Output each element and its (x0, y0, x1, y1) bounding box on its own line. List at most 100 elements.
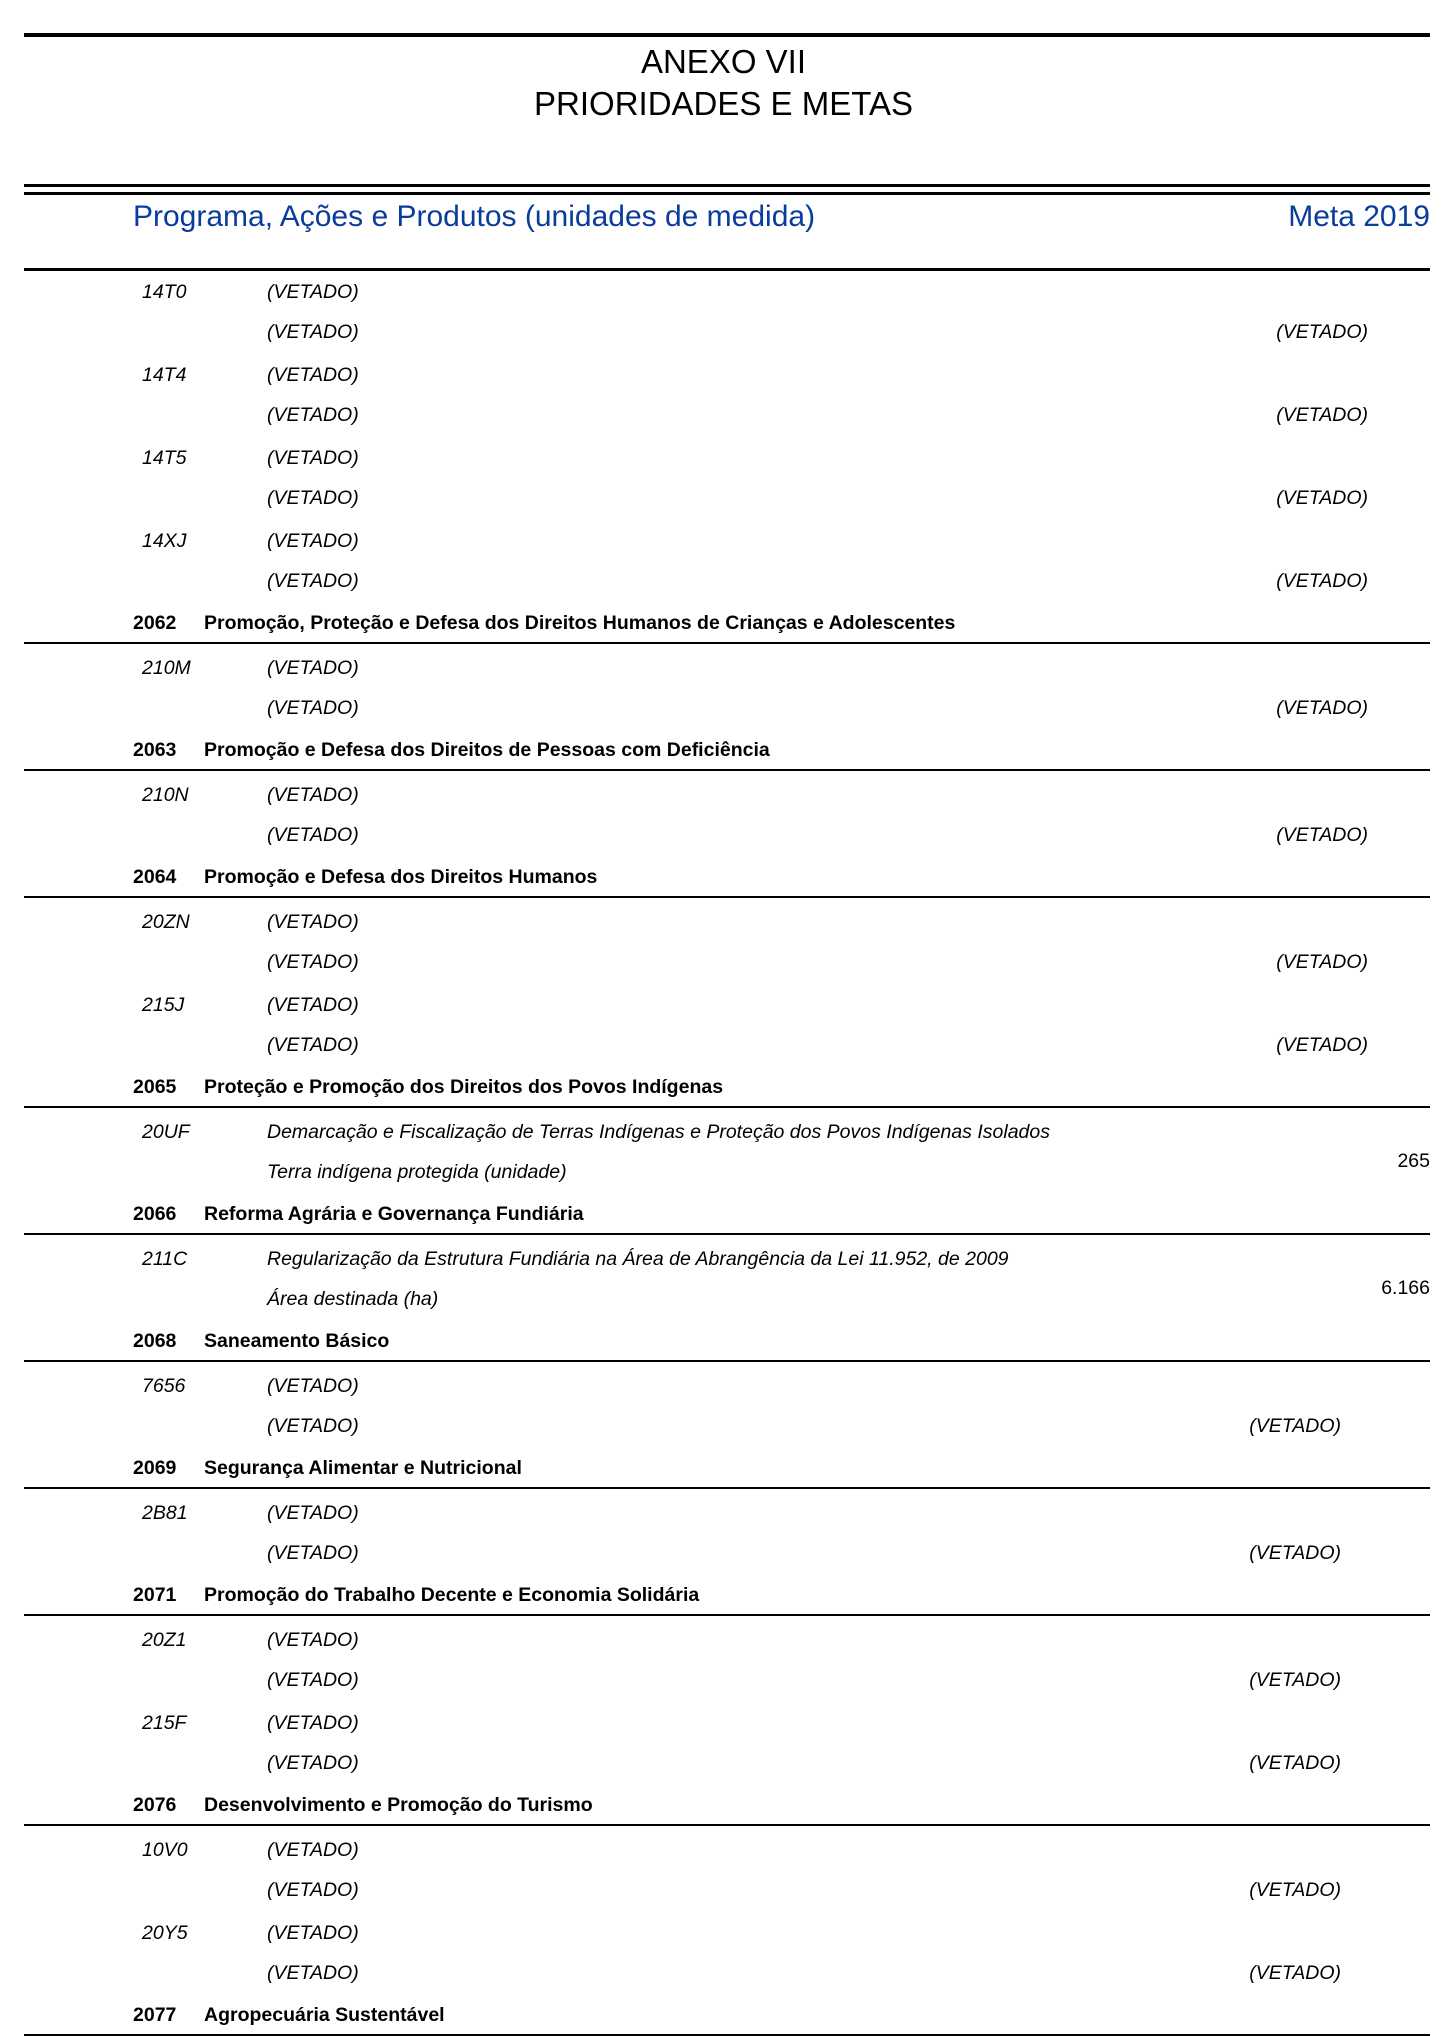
meta-value: (VETADO) (1276, 697, 1368, 719)
action-row: 14XJ (VETADO) (VETADO) (VETADO) (24, 521, 1430, 604)
meta-value: (VETADO) (1276, 1034, 1368, 1056)
product-unit: (VETADO) (267, 404, 359, 426)
product-unit: (VETADO) (267, 570, 359, 592)
meta-value: (VETADO) (1276, 487, 1368, 509)
priorities-list: 14T0 (VETADO) (VETADO) (VETADO) 14T4 (VETADO)… (24, 272, 1430, 2036)
program-name: Desenvolvimento e Promoção do Turismo (204, 1794, 593, 1816)
meta-value: (VETADO) (1249, 1879, 1341, 1901)
product-unit: Terra indígena protegida (unidade) (267, 1161, 567, 1183)
action-group: 20ZN (VETADO) (VETADO) (VETADO) 215J (VETADO)… (24, 898, 1430, 1068)
action-group: 211C Regularização da Estrutura Fundiária… (24, 1235, 1430, 1322)
action-row: 20UF Demarcação e Fiscalização de Terras … (24, 1112, 1430, 1195)
action-title: Demarcação e Fiscalização de Terras Indí… (267, 1121, 1050, 1143)
product-unit: (VETADO) (267, 697, 359, 719)
meta-value: (VETADO) (1276, 570, 1368, 592)
program-name: Reforma Agrária e Governança Fundiária (204, 1203, 584, 1225)
product-unit: (VETADO) (267, 1879, 359, 1901)
column-header: Programa, Ações e Produtos (unidades de … (133, 200, 1430, 240)
program-code: 2076 (133, 1794, 177, 1816)
program-header: 2066 Reforma Agrária e Governança Fundiár… (24, 1195, 1430, 1235)
action-code: 215F (142, 1712, 187, 1734)
program-code: 2063 (133, 739, 177, 761)
program-name: Promoção e Defesa dos Direitos Humanos (204, 866, 598, 888)
product-unit: (VETADO) (267, 1669, 359, 1691)
action-row: 7656 (VETADO) (VETADO) (VETADO) (24, 1366, 1430, 1449)
program-header: 2068 Saneamento Básico (24, 1322, 1430, 1362)
action-row: 210N (VETADO) (VETADO) (VETADO) (24, 775, 1430, 858)
meta-value: (VETADO) (1276, 824, 1368, 846)
meta-value: (VETADO) (1276, 321, 1368, 343)
meta-value: (VETADO) (1276, 404, 1368, 426)
program-code: 2071 (133, 1584, 177, 1606)
action-title: (VETADO) (267, 1629, 359, 1651)
column-meta-label: Meta 2019 (1288, 200, 1430, 233)
product-unit: (VETADO) (267, 951, 359, 973)
product-unit: (VETADO) (267, 1415, 359, 1437)
action-code: 215J (142, 994, 185, 1016)
action-row: 20Z1 (VETADO) (VETADO) (VETADO) (24, 1620, 1430, 1703)
action-title: (VETADO) (267, 911, 359, 933)
header-rule-bottom (24, 192, 1430, 195)
action-title: (VETADO) (267, 1712, 359, 1734)
action-title: (VETADO) (267, 281, 359, 303)
action-code: 2B81 (142, 1502, 188, 1524)
action-title: (VETADO) (267, 1375, 359, 1397)
action-code: 20Z1 (142, 1629, 187, 1651)
program-code: 2069 (133, 1457, 177, 1479)
action-code: 210N (142, 784, 189, 806)
action-group: 20Z1 (VETADO) (VETADO) (VETADO) 215F (VETADO)… (24, 1616, 1430, 1786)
action-row: 210M (VETADO) (VETADO) (VETADO) (24, 648, 1430, 731)
action-title: (VETADO) (267, 530, 359, 552)
action-title: (VETADO) (267, 784, 359, 806)
action-code: 14XJ (142, 530, 187, 552)
program-code: 2062 (133, 612, 177, 634)
action-title: Regularização da Estrutura Fundiária na … (267, 1248, 1009, 1270)
program-name: Proteção e Promoção dos Direitos dos Pov… (204, 1076, 724, 1098)
action-code: 20ZN (142, 911, 190, 933)
action-row: 2B81 (VETADO) (VETADO) (VETADO) (24, 1493, 1430, 1576)
meta-value: (VETADO) (1249, 1752, 1341, 1774)
action-group: 20UF Demarcação e Fiscalização de Terras … (24, 1108, 1430, 1195)
program-name: Promoção, Proteção e Defesa dos Direitos… (204, 612, 956, 634)
action-title: (VETADO) (267, 1502, 359, 1524)
action-title: (VETADO) (267, 364, 359, 386)
action-title: (VETADO) (267, 1839, 359, 1861)
product-unit: (VETADO) (267, 1034, 359, 1056)
action-row: 20ZN (VETADO) (VETADO) (VETADO) (24, 902, 1430, 985)
action-row: 10V0 (VETADO) (VETADO) (VETADO) (24, 1830, 1430, 1913)
action-row: 20Y5 (VETADO) (VETADO) (VETADO) (24, 1913, 1430, 1996)
column-program-label: Programa, Ações e Produtos (unidades de … (133, 200, 816, 233)
program-header: 2076 Desenvolvimento e Promoção do Turism… (24, 1786, 1430, 1826)
action-group: 10V0 (VETADO) (VETADO) (VETADO) 20Y5 (VETADO)… (24, 1826, 1430, 1996)
product-unit: (VETADO) (267, 487, 359, 509)
program-code: 2065 (133, 1076, 177, 1098)
action-title: (VETADO) (267, 1922, 359, 1944)
action-row: 14T0 (VETADO) (VETADO) (VETADO) (24, 272, 1430, 355)
program-code: 2077 (133, 2004, 177, 2026)
program-name: Agropecuária Sustentável (204, 2004, 445, 2026)
header-rule-top (24, 184, 1430, 187)
meta-value: (VETADO) (1249, 1962, 1341, 1984)
action-code: 20Y5 (142, 1922, 188, 1944)
program-header: 2071 Promoção do Trabalho Decente e Econo… (24, 1576, 1430, 1616)
action-title: (VETADO) (267, 447, 359, 469)
action-row: 14T4 (VETADO) (VETADO) (VETADO) (24, 355, 1430, 438)
meta-value: 6.166 (1381, 1277, 1430, 1299)
annex-label: ANEXO VII (640, 43, 807, 80)
action-group: 2B81 (VETADO) (VETADO) (VETADO) (24, 1489, 1430, 1576)
action-code: 14T5 (142, 447, 187, 469)
action-title: (VETADO) (267, 994, 359, 1016)
meta-value: (VETADO) (1249, 1415, 1341, 1437)
product-unit: (VETADO) (267, 1752, 359, 1774)
program-code: 2064 (133, 866, 177, 888)
page-title: PRIORIDADES E METAS (534, 85, 913, 122)
action-code: 210M (142, 657, 191, 679)
product-unit: Área destinada (ha) (267, 1288, 439, 1310)
action-row: 14T5 (VETADO) (VETADO) (VETADO) (24, 438, 1430, 521)
meta-value: (VETADO) (1276, 951, 1368, 973)
action-group: 210M (VETADO) (VETADO) (VETADO) (24, 644, 1430, 731)
meta-value: 265 (1397, 1150, 1430, 1172)
product-unit: (VETADO) (267, 1542, 359, 1564)
action-group: 7656 (VETADO) (VETADO) (VETADO) (24, 1362, 1430, 1449)
product-unit: (VETADO) (267, 824, 359, 846)
